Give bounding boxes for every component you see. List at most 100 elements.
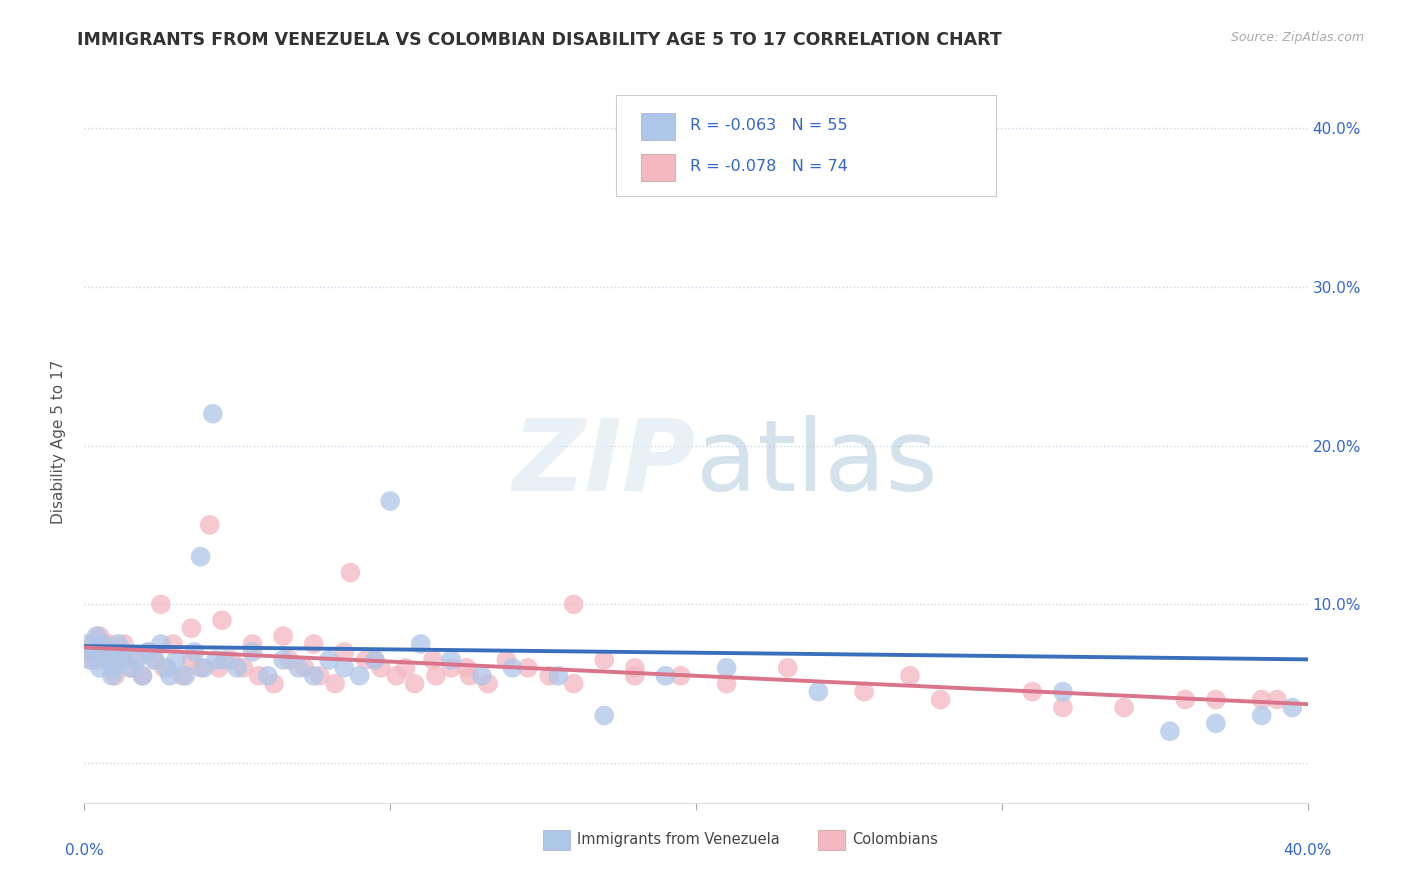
Point <box>853 684 876 698</box>
Point <box>91 637 114 651</box>
Point <box>370 661 392 675</box>
FancyBboxPatch shape <box>543 830 569 850</box>
Text: R = -0.063   N = 55: R = -0.063 N = 55 <box>690 119 848 133</box>
Y-axis label: Disability Age 5 to 17: Disability Age 5 to 17 <box>51 359 66 524</box>
Point <box>131 669 153 683</box>
Point <box>101 653 124 667</box>
Point <box>425 669 447 683</box>
Point <box>242 637 264 651</box>
Point <box>287 661 309 675</box>
Point <box>458 669 481 683</box>
Point <box>153 661 176 675</box>
Point <box>97 645 120 659</box>
Text: atlas: atlas <box>696 415 938 512</box>
Point <box>107 637 129 651</box>
Point <box>354 653 377 667</box>
Point <box>1114 700 1136 714</box>
Point <box>807 684 830 698</box>
Point <box>247 669 270 683</box>
Point <box>308 669 330 683</box>
Point <box>349 669 371 683</box>
Point <box>1250 708 1272 723</box>
Text: 0.0%: 0.0% <box>65 843 104 857</box>
Point <box>440 653 463 667</box>
Point <box>91 645 114 659</box>
Text: 40.0%: 40.0% <box>1284 843 1331 857</box>
Point <box>323 676 346 690</box>
Text: Source: ZipAtlas.com: Source: ZipAtlas.com <box>1230 31 1364 45</box>
Point <box>624 661 647 675</box>
Point <box>104 661 127 675</box>
Point <box>180 653 202 667</box>
Point <box>183 645 205 659</box>
Point <box>101 669 124 683</box>
Point <box>495 653 517 667</box>
Point <box>97 637 120 651</box>
Point <box>138 645 160 659</box>
Point <box>929 692 952 706</box>
Point <box>502 661 524 675</box>
Point <box>172 669 194 683</box>
FancyBboxPatch shape <box>616 95 995 196</box>
Point <box>107 645 129 659</box>
Point <box>190 661 212 675</box>
Point <box>593 653 616 667</box>
Point <box>76 645 98 659</box>
Point <box>364 653 387 667</box>
Point <box>1250 692 1272 706</box>
Point <box>86 653 108 667</box>
Point <box>409 637 432 651</box>
Point <box>143 653 166 667</box>
Point <box>898 669 921 683</box>
Point <box>211 613 233 627</box>
Point <box>776 661 799 675</box>
Point <box>76 637 98 651</box>
FancyBboxPatch shape <box>818 830 845 850</box>
Point <box>198 517 221 532</box>
Point <box>257 669 280 683</box>
Point <box>654 669 676 683</box>
Point <box>125 653 148 667</box>
Point <box>120 661 142 675</box>
Point <box>1281 700 1303 714</box>
Point <box>125 653 148 667</box>
Point <box>149 637 172 651</box>
Point <box>1159 724 1181 739</box>
Point <box>1205 716 1227 731</box>
Point <box>174 669 197 683</box>
Point <box>120 661 142 675</box>
Point <box>89 661 111 675</box>
Point <box>1265 692 1288 706</box>
Point <box>143 653 166 667</box>
Point <box>1052 700 1074 714</box>
Point <box>219 653 242 667</box>
Point <box>131 669 153 683</box>
Point <box>302 637 325 651</box>
Point <box>79 653 101 667</box>
Point <box>404 676 426 690</box>
Point <box>562 676 585 690</box>
Point <box>562 597 585 611</box>
Point <box>193 661 215 675</box>
Point <box>83 645 105 659</box>
Point <box>156 661 179 675</box>
Point <box>162 637 184 651</box>
Point <box>201 407 224 421</box>
Text: ZIP: ZIP <box>513 415 696 512</box>
Point <box>716 676 738 690</box>
Point <box>593 708 616 723</box>
Point <box>94 653 117 667</box>
Text: IMMIGRANTS FROM VENEZUELA VS COLOMBIAN DISABILITY AGE 5 TO 17 CORRELATION CHART: IMMIGRANTS FROM VENEZUELA VS COLOMBIAN D… <box>77 31 1002 49</box>
Point <box>477 676 499 690</box>
Point <box>333 645 356 659</box>
Point <box>1205 692 1227 706</box>
Point <box>624 669 647 683</box>
Point <box>394 661 416 675</box>
Point <box>138 645 160 659</box>
Point <box>380 494 402 508</box>
Point <box>79 653 101 667</box>
Point <box>838 120 860 135</box>
Point <box>110 653 132 667</box>
Point <box>232 661 254 675</box>
Point <box>208 661 231 675</box>
